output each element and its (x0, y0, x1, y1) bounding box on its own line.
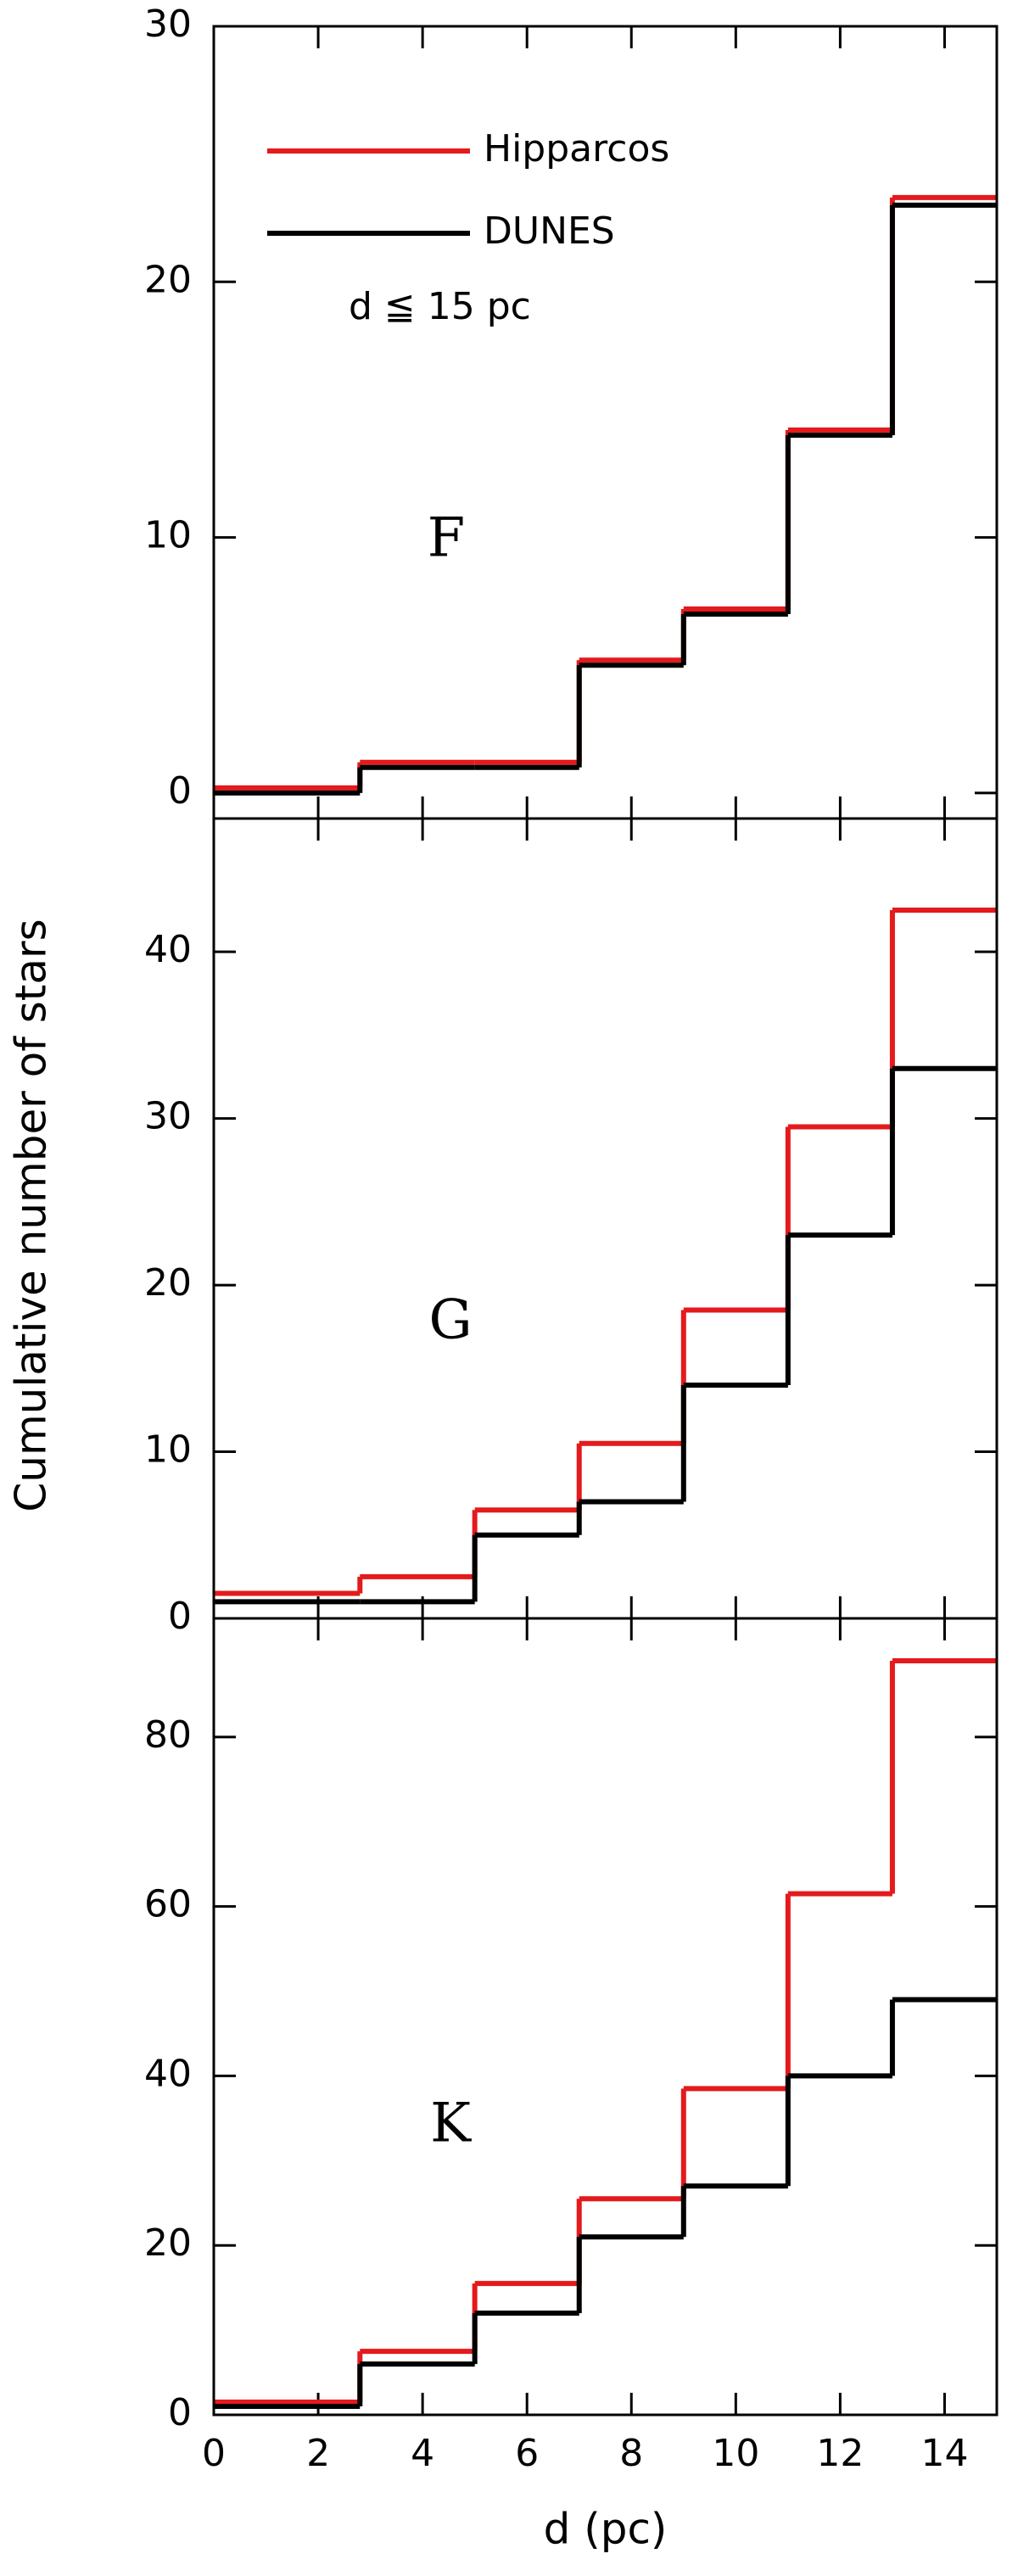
x-tick-label: 14 (920, 2432, 968, 2475)
x-tick-label: 8 (619, 2432, 643, 2475)
y-tick-label: 0 (168, 769, 192, 813)
y-tick-label: 30 (144, 3, 192, 46)
legend-label: DUNES (484, 210, 615, 253)
panel-frame (212, 1617, 998, 2417)
panel-label: F (428, 507, 465, 570)
y-axis-title: Cumulative number of stars (7, 919, 56, 1512)
y-tick-label: 20 (144, 2221, 192, 2265)
y-tick-label: 20 (144, 1261, 192, 1305)
y-tick-label: 0 (168, 2391, 192, 2434)
x-axis-title: d (pc) (544, 2505, 668, 2554)
y-tick-label: 40 (144, 2052, 192, 2095)
legend-label: Hipparcos (484, 127, 669, 170)
y-tick-label: 20 (144, 258, 192, 301)
y-tick-label: 80 (144, 1713, 192, 1757)
y-tick-label: 60 (144, 1883, 192, 1926)
y-tick-label: 10 (144, 514, 192, 557)
x-tick-label: 2 (306, 2432, 330, 2475)
x-tick-label: 12 (816, 2432, 864, 2475)
x-tick-label: 4 (411, 2432, 434, 2475)
panel-frame (212, 817, 998, 1620)
y-tick-label: 0 (168, 1595, 192, 1638)
panel-label: G (428, 1289, 472, 1352)
x-tick-label: 6 (515, 2432, 539, 2475)
y-tick-label: 10 (144, 1428, 192, 1472)
panel-label: K (430, 2093, 472, 2155)
annotation: d ≦ 15 pc (349, 285, 531, 328)
x-tick-label: 10 (712, 2432, 759, 2475)
y-tick-label: 30 (144, 1095, 192, 1138)
y-tick-label: 40 (144, 928, 192, 971)
x-tick-label: 0 (202, 2432, 226, 2475)
